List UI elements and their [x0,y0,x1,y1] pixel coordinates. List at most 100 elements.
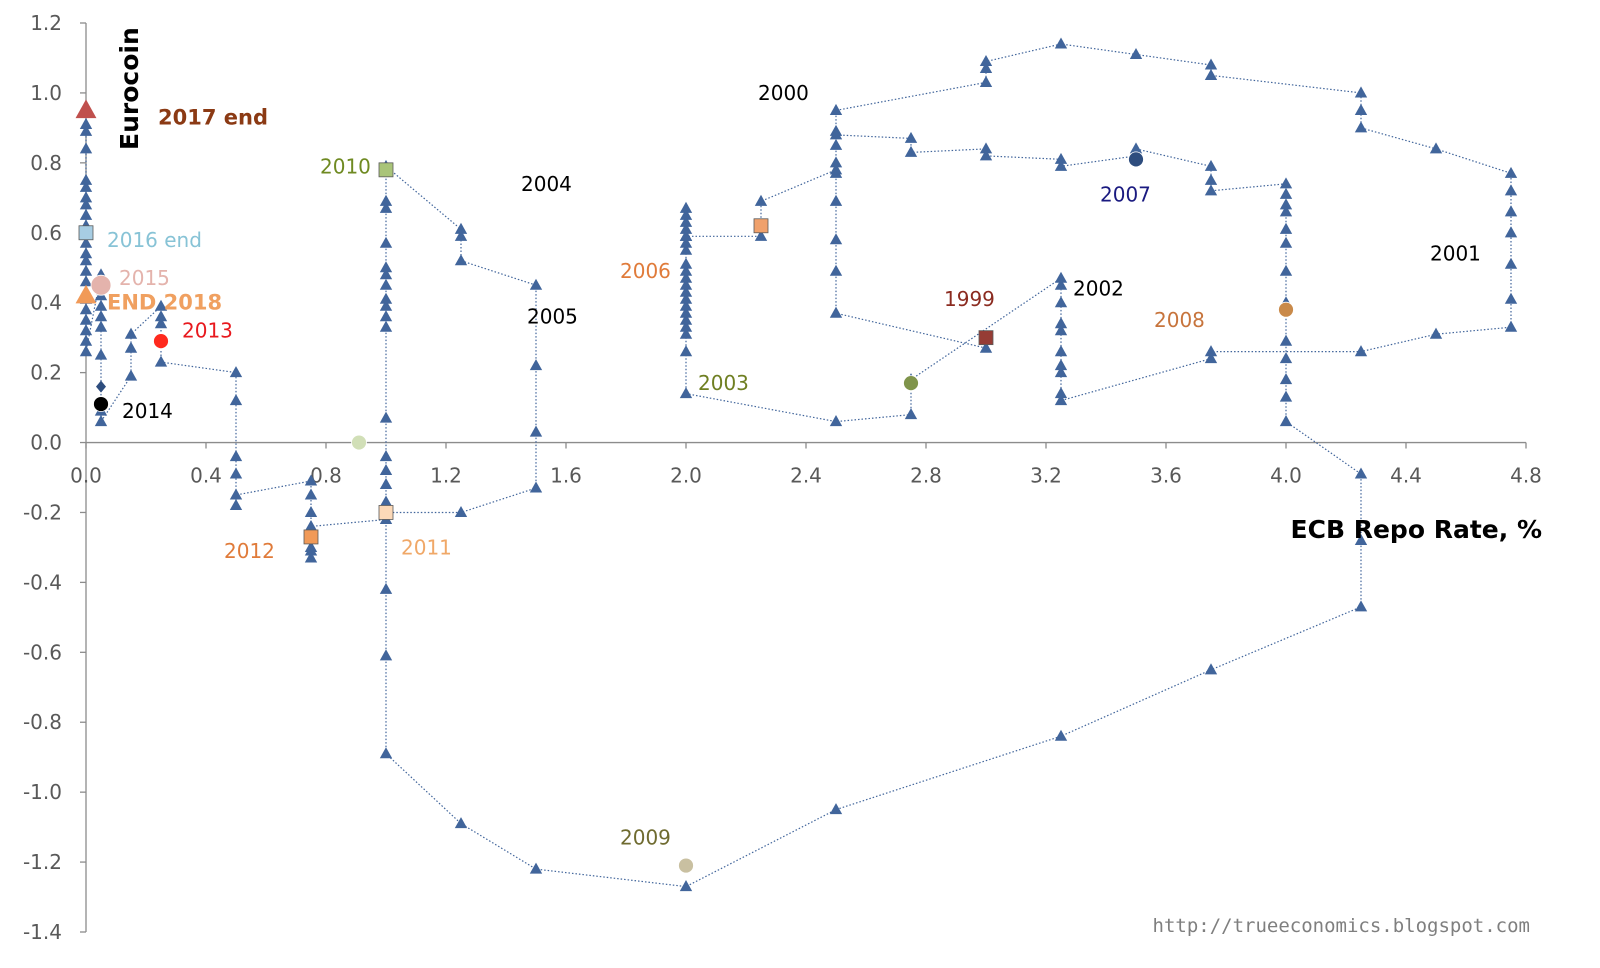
year-marker-2008 [1278,301,1294,318]
data-point [829,415,843,427]
data-point [229,366,243,378]
year-marker-2013 [153,333,169,350]
year-label-2017-end: 2017 end [158,105,268,129]
data-point [529,359,543,371]
year-marker-2007 [1128,151,1144,168]
data-point [1054,387,1068,399]
y-tick-label: -0.8 [23,710,62,734]
year-label-2006: 2006 [620,259,671,283]
year-marker-2014-mid [96,380,106,393]
year-marker-2017-end [75,99,97,119]
data-point [679,320,693,332]
x-tick-label: 1.6 [550,464,582,488]
data-point [379,201,393,213]
data-point [1504,184,1518,196]
year-label-1999: 1999 [944,287,995,311]
data-point [1054,394,1068,406]
data-point [79,275,93,287]
data-point [379,411,393,423]
data-point [1279,236,1293,248]
data-point [1204,159,1218,171]
year-annotations: 1999 2000 2001 2002 2003 2004 2005 2006 2007 2008… [107,81,1481,850]
x-tick-label: 3.2 [1030,464,1062,488]
data-point [679,313,693,325]
data-point [1054,159,1068,171]
x-axis-title: ECB Repo Rate, % [1291,515,1542,544]
y-axis-title: Eurocoin [115,27,144,150]
year-label-2009: 2009 [620,826,671,850]
x-tick-label: 1.2 [430,464,462,488]
year-marker-2012 [303,529,319,545]
data-point [454,222,468,234]
data-point [979,61,993,73]
data-point [1204,345,1218,357]
data-point [1279,415,1293,427]
year-marker-2009 [678,857,694,874]
data-point [679,257,693,269]
x-tick-label: 0.0 [70,464,102,488]
data-point [379,582,393,594]
data-point [154,317,168,329]
data-point [979,341,993,353]
data-point [124,327,138,339]
data-point [1354,86,1368,98]
data-point [679,345,693,357]
data-point [679,208,693,220]
year-label-2016-end: 2016 end [107,228,202,252]
year-label-2003: 2003 [698,371,749,395]
data-point [304,505,318,518]
y-tick-label: 0.2 [30,361,62,385]
data-point [1054,324,1068,336]
data-point [79,208,93,220]
data-point [454,505,468,518]
data-point [379,450,393,462]
data-point [304,551,318,563]
data-point [229,467,243,479]
data-point [79,324,93,336]
data-point [754,194,768,206]
data-point [1279,264,1293,276]
y-tick-label: 0.0 [30,431,62,455]
y-tick-label: 0.8 [30,151,62,175]
data-point [1354,467,1368,479]
data-point [979,149,993,161]
year-label-2015: 2015 [119,266,170,290]
data-point [679,236,693,248]
data-point [379,464,393,476]
data-point [1054,366,1068,378]
data-point [1279,373,1293,385]
data-point [829,264,843,276]
x-tick-label: 2.8 [910,464,942,488]
year-label-2010: 2010 [320,154,371,178]
data-point [1429,327,1443,339]
data-point [79,173,93,185]
data-point [94,320,108,332]
data-point [979,142,993,154]
data-points [79,37,1518,892]
data-point [79,117,93,129]
data-point [79,303,93,315]
data-point [904,131,918,143]
data-point [79,236,93,248]
data-point [154,310,168,322]
data-point [229,450,243,462]
data-point [679,278,693,290]
x-tick-label: 4.8 [1510,464,1542,488]
data-point [679,243,693,255]
data-point [229,394,243,406]
data-point [124,341,138,353]
data-point [79,313,93,325]
data-point [379,649,393,661]
data-point [679,285,693,297]
data-point [1054,729,1068,741]
data-point [1279,198,1293,210]
data-point [679,306,693,318]
data-point [79,142,93,154]
x-tick-label: 4.4 [1390,464,1422,488]
data-point [79,180,93,192]
data-point [79,334,93,346]
year-label-2004: 2004 [521,172,572,196]
data-point [679,229,693,241]
data-point [79,264,93,276]
data-point [979,75,993,87]
